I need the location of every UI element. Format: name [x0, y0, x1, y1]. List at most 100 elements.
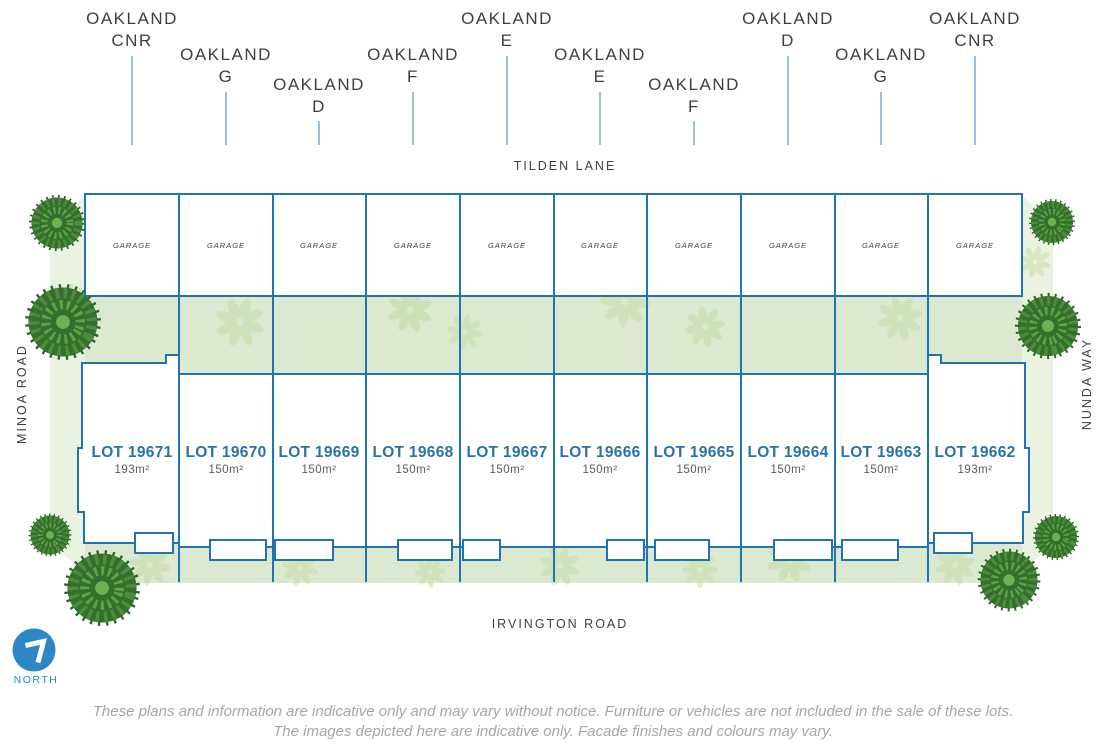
porch [933, 532, 973, 554]
lot-number: LOT 19666 [559, 444, 640, 461]
lot-area: 150m² [301, 464, 336, 476]
product-name-line1: OAKLAND [835, 45, 927, 64]
lot-number: LOT 19668 [372, 444, 453, 461]
street-label-tilden-lane: TILDEN LANE [514, 159, 617, 173]
lot-area: 193m² [957, 464, 992, 476]
house-outline [459, 373, 555, 548]
lot-number: LOT 19671 [91, 444, 172, 461]
lot-area: 150m² [863, 464, 898, 476]
north-circle [12, 628, 56, 672]
garage-label: GARAGE [113, 241, 151, 250]
lot-label: LOT 19668 150m² [372, 444, 453, 476]
garage-label: GARAGE [862, 241, 900, 250]
porch [397, 539, 453, 561]
product-name-line2: G [874, 67, 889, 86]
disclaimer-line-2: The images depicted here are indicative … [273, 723, 833, 740]
porch [209, 539, 267, 561]
lot-labels: LOT 19671 193m² LOT 19670 150m² LOT 1966… [91, 444, 1015, 476]
garage-label: GARAGE [675, 241, 713, 250]
product-name-line2: E [594, 67, 607, 86]
lot-number: LOT 19662 [934, 444, 1015, 461]
disclaimer-line-1: These plans and information are indicati… [93, 703, 1014, 720]
product-name-line2: CNR [954, 31, 995, 50]
lot-label: LOT 19671 193m² [91, 444, 172, 476]
garage-labels: GARAGE GARAGE GARAGE GARAGE GARAGE GARAG… [113, 241, 993, 250]
product-labels: OAKLAND CNR OAKLAND G OAKLAND D OAKLAND … [86, 9, 1021, 145]
street-label-irvington-road: IRVINGTON ROAD [492, 617, 629, 631]
lot-label: LOT 19669 150m² [278, 444, 359, 476]
porch [274, 539, 334, 561]
north-arrow-icon [24, 638, 47, 664]
lot-number: LOT 19664 [747, 444, 828, 461]
product-name-line2: F [688, 97, 700, 116]
garage-label: GARAGE [300, 241, 338, 250]
garage-label: GARAGE [769, 241, 807, 250]
lot-number: LOT 19670 [185, 444, 266, 461]
garage-label: GARAGE [207, 241, 245, 250]
product-label: OAKLAND D [273, 75, 365, 145]
house-outline [740, 373, 836, 548]
porch [773, 539, 833, 561]
product-name-line1: OAKLAND [554, 45, 646, 64]
product-label: OAKLAND G [180, 45, 272, 145]
product-name-line1: OAKLAND [86, 9, 178, 28]
garage-label: GARAGE [581, 241, 619, 250]
product-name-line1: OAKLAND [648, 75, 740, 94]
product-name-line1: OAKLAND [180, 45, 272, 64]
product-name-line1: OAKLAND [273, 75, 365, 94]
lot-number: LOT 19669 [278, 444, 359, 461]
lot-area: 150m² [489, 464, 524, 476]
lot-label: LOT 19665 150m² [653, 444, 734, 476]
house-outlines [77, 354, 1030, 548]
product-name-line2: F [407, 67, 419, 86]
north-indicator: NORTH [12, 628, 59, 686]
porch [841, 539, 899, 561]
garage-label: GARAGE [394, 241, 432, 250]
street-label-nunda-way: NUNDA WAY [1080, 338, 1094, 430]
product-name-line1: OAKLAND [929, 9, 1021, 28]
product-label: OAKLAND CNR [929, 9, 1021, 145]
lot-area: 150m² [770, 464, 805, 476]
product-label: OAKLAND D [742, 9, 834, 145]
product-name-line1: OAKLAND [742, 9, 834, 28]
lot-area: 150m² [676, 464, 711, 476]
north-label: NORTH [14, 674, 59, 686]
product-name-line2: G [219, 67, 234, 86]
product-label: OAKLAND G [835, 45, 927, 145]
lot-label: LOT 19663 150m² [840, 444, 921, 476]
street-label-minoa-road: MINOA ROAD [15, 344, 29, 444]
porches [134, 532, 973, 561]
product-name-line1: OAKLAND [367, 45, 459, 64]
product-name-line2: D [312, 97, 326, 116]
lot-label: LOT 19666 150m² [559, 444, 640, 476]
lot-label: LOT 19667 150m² [466, 444, 547, 476]
porch [134, 532, 174, 554]
lot-area: 150m² [208, 464, 243, 476]
product-label: OAKLAND F [367, 45, 459, 145]
product-label: OAKLAND F [648, 75, 740, 145]
product-label: OAKLAND E [554, 45, 646, 145]
porch [462, 539, 501, 561]
lot-number: LOT 19665 [653, 444, 734, 461]
house-outline [178, 373, 274, 548]
lot-label: LOT 19662 193m² [934, 444, 1015, 476]
house-outline [834, 373, 929, 548]
product-name-line2: E [501, 31, 514, 50]
lot-area: 193m² [114, 464, 149, 476]
house-outline [553, 373, 648, 548]
lot-label: LOT 19670 150m² [185, 444, 266, 476]
product-name-line2: CNR [111, 31, 152, 50]
product-label: OAKLAND CNR [86, 9, 178, 145]
product-name-line2: D [781, 31, 795, 50]
lot-area: 150m² [582, 464, 617, 476]
lot-label: LOT 19664 150m² [747, 444, 828, 476]
house-outline [77, 354, 180, 544]
house-outline [646, 373, 742, 548]
garage-label: GARAGE [488, 241, 526, 250]
product-name-line1: OAKLAND [461, 9, 553, 28]
lot-number: LOT 19663 [840, 444, 921, 461]
porch [654, 539, 710, 561]
porch [606, 539, 645, 561]
